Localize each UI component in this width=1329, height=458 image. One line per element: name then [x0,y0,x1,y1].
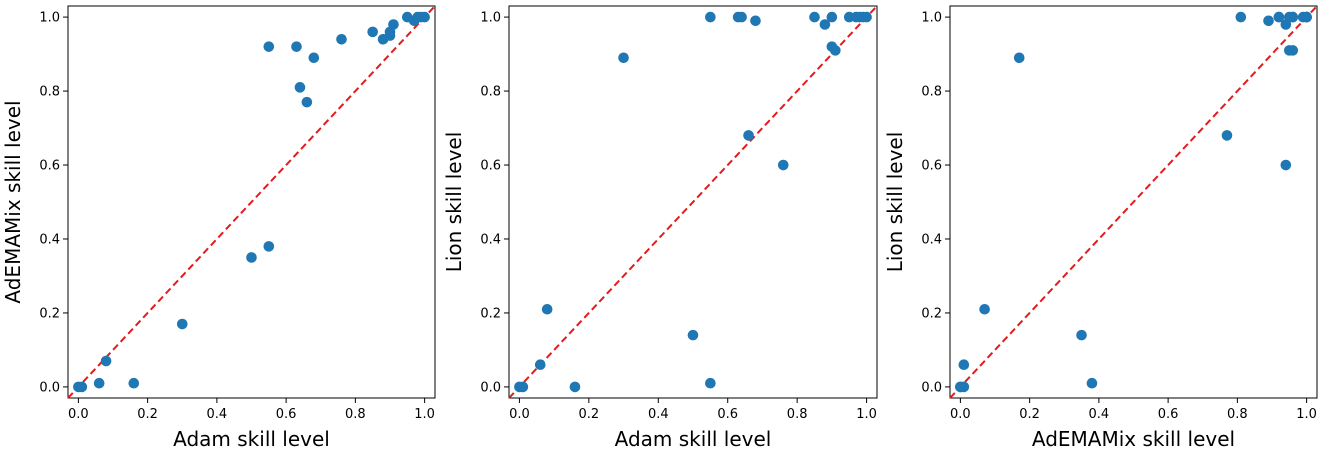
data-point [336,33,347,45]
data-point [176,318,188,330]
x-tick-label: 0.2 [137,407,158,422]
diagonal-reference-line [67,5,436,399]
data-point [618,52,629,64]
y-tick-label: 0.0 [921,380,942,395]
y-axis-label: Lion skill level [442,132,466,273]
x-axis-label: Adam skill level [173,427,330,451]
data-point [1273,11,1285,23]
data-point [1280,159,1292,171]
y-tick-label: 0.4 [480,232,501,247]
data-point [1263,15,1274,27]
data-point [1284,11,1295,23]
data-point [1235,11,1247,23]
data-point [534,359,546,371]
data-point [705,377,716,389]
x-tick-label: 1.0 [414,407,435,422]
data-point [958,381,970,393]
y-tick-label: 0.6 [480,159,501,174]
diagonal-reference-line [508,5,878,399]
data-point [541,303,553,315]
y-tick-label: 0.0 [480,380,501,395]
data-point [308,52,320,64]
y-tick-label: 1.0 [921,11,942,26]
x-axis-label: AdEMAMix skill level [1032,427,1235,451]
data-point [1086,377,1098,389]
data-point [517,381,529,393]
x-tick-label: 0.2 [579,407,600,422]
x-tick-label: 0.2 [1019,407,1040,422]
data-point [705,11,716,23]
data-point [826,11,838,23]
y-tick-label: 1.0 [480,11,501,26]
y-tick-label: 0.4 [921,232,942,247]
data-point [809,11,820,23]
x-tick-label: 1.0 [1296,407,1317,422]
y-tick-label: 1.0 [39,11,60,26]
data-point [93,377,105,389]
data-point [1076,329,1087,341]
y-tick-label: 0.6 [39,159,60,174]
y-tick-label: 0.8 [39,85,60,100]
x-tick-label: 0.0 [68,407,89,422]
data-point [861,11,872,23]
data-point [291,41,302,52]
plot-frame [508,5,878,399]
data-point [777,159,789,171]
data-point [301,96,313,108]
data-point [1301,11,1312,23]
data-point [76,381,88,393]
data-point [1221,130,1233,141]
data-point [1287,45,1299,56]
data-point [687,329,699,341]
x-tick-label: 0.4 [207,407,228,422]
plot-frame [67,5,436,399]
x-tick-label: 0.4 [648,407,669,422]
data-point [388,19,399,30]
data-point [263,41,275,52]
data-point [294,82,306,93]
y-tick-label: 0.4 [39,232,60,247]
data-point [1013,52,1025,64]
x-tick-label: 0.6 [1158,407,1179,422]
x-tick-label: 0.0 [509,407,530,422]
data-point [830,45,841,56]
data-point [979,303,990,315]
data-point [569,381,581,393]
plot-frame [949,5,1318,399]
data-point [743,130,754,141]
x-tick-label: 0.4 [1089,407,1110,422]
y-tick-label: 0.2 [921,306,942,321]
data-point [419,11,430,23]
data-point [736,11,747,23]
data-point [750,15,761,27]
y-tick-label: 0.6 [921,159,942,174]
scatter-panel-ademamix-vs-lion: 0.0 0.2 0.4 0.6 0.8 1.0 0.0 0.2 0.4 0.6 0.8 1.0 AdEM… [883,5,1318,451]
y-tick-label: 0.2 [480,306,501,321]
y-tick-label: 0.8 [480,85,501,100]
x-tick-label: 0.8 [787,407,808,422]
x-tick-label: 0.6 [717,407,738,422]
y-axis-label: AdEMAMix skill level [1,100,25,303]
y-tick-label: 0.8 [921,85,942,100]
x-tick-label: 0.8 [345,407,366,422]
x-tick-label: 1.0 [856,407,877,422]
diagonal-reference-line [949,5,1318,399]
data-point [128,377,140,389]
x-tick-label: 0.8 [1227,407,1248,422]
data-point [367,26,378,38]
y-axis-label: Lion skill level [883,132,907,273]
scatter-panel-adam-vs-ademamix: 0.0 0.2 0.4 0.6 0.8 1.0 0.0 0.2 0.4 0.6 0.8 1.0 Adam… [1,5,436,451]
data-point [819,19,831,30]
y-tick-label: 0.2 [39,306,60,321]
scatter-panel-adam-vs-lion: 0.0 0.2 0.4 0.6 0.8 1.0 0.0 0.2 0.4 0.6 0.8 1.0 Adam… [442,5,878,451]
x-tick-label: 0.6 [276,407,297,422]
data-point [246,252,257,263]
data-point [958,359,970,371]
x-axis-label: Adam skill level [615,427,772,451]
x-tick-label: 0.0 [950,407,971,422]
y-tick-label: 0.0 [39,380,60,395]
data-point [263,241,275,252]
data-point [100,355,112,367]
